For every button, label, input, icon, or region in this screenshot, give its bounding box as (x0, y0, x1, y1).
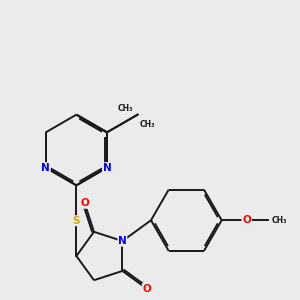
Text: S: S (73, 216, 80, 226)
Text: CH₃: CH₃ (140, 120, 155, 129)
Text: N: N (41, 163, 50, 173)
Text: CH₃: CH₃ (272, 216, 288, 225)
Text: CH₃: CH₃ (117, 104, 133, 113)
Text: O: O (242, 215, 251, 225)
Text: N: N (118, 236, 127, 246)
Text: O: O (142, 284, 151, 294)
Text: N: N (103, 163, 111, 173)
Text: O: O (80, 198, 89, 208)
